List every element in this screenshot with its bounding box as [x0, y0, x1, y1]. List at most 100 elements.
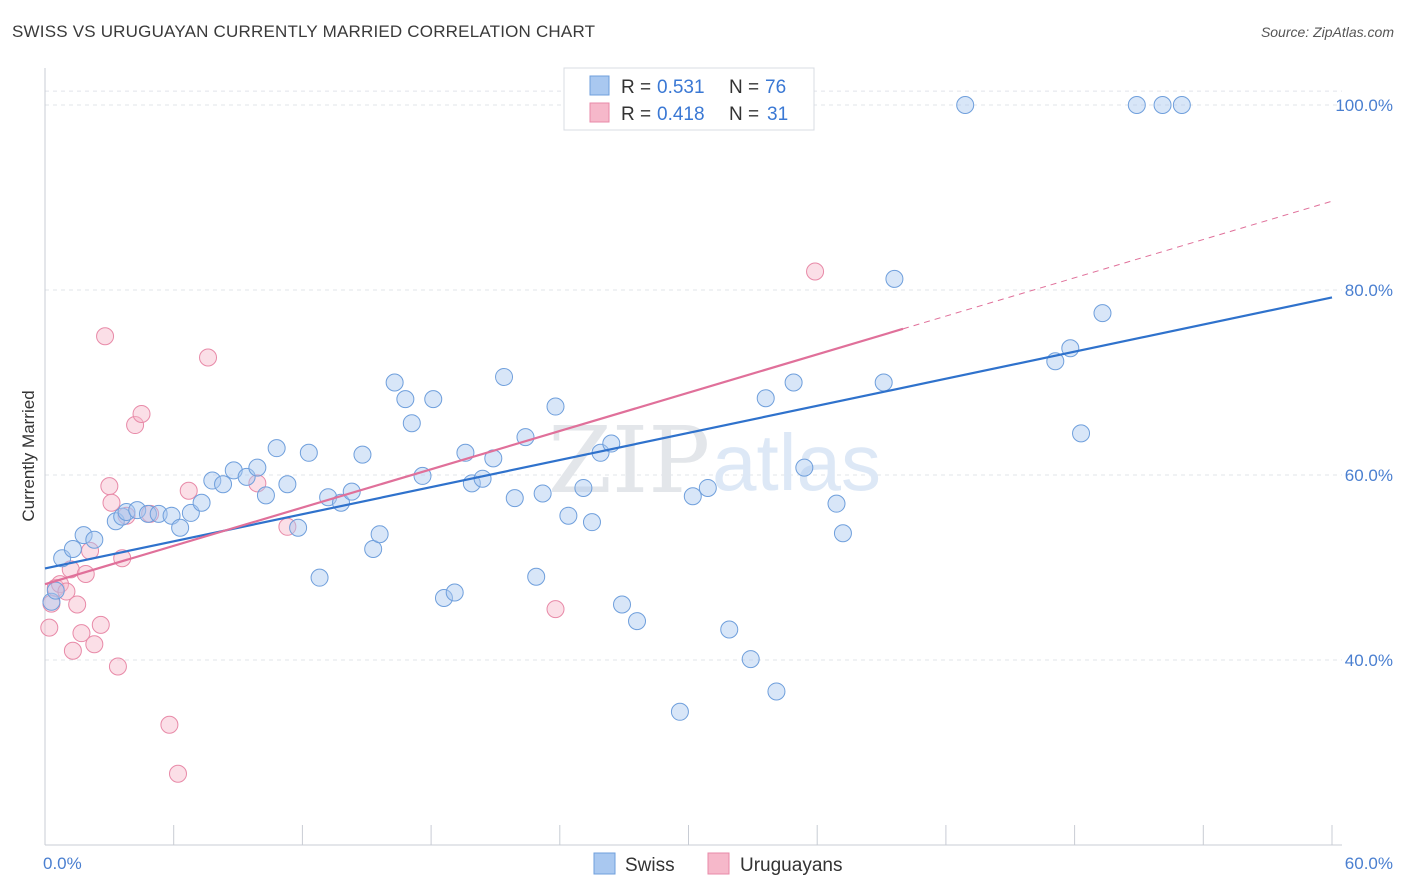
legend-uru-n-label: N = [729, 104, 759, 125]
swiss-point [527, 567, 546, 586]
legend-swiss-n-label: N = [729, 77, 759, 98]
legend-swiss-r-value: 0.531 [657, 77, 705, 98]
legend-uru-r-value: 0.418 [657, 104, 705, 125]
uruguayans-trend-line [44, 327, 904, 586]
uruguayans-point [68, 595, 87, 614]
swiss-point [85, 530, 104, 549]
x-tick-label-min: 0.0% [43, 854, 82, 873]
uruguayans-point [40, 618, 59, 637]
swiss-point [203, 471, 222, 490]
bottom-legend-swatch-uruguayans [707, 852, 730, 875]
legend-swiss-n-value: 76 [765, 77, 786, 98]
legend-swiss-r-label: R = [621, 77, 651, 98]
uruguayans-point [100, 477, 119, 496]
legend: R = 0.531 N = 76 R = 0.418 N = 31 [563, 67, 815, 131]
swiss-point [248, 458, 267, 477]
swiss-points [42, 96, 1191, 721]
swiss-point [533, 484, 552, 503]
swiss-point [833, 524, 852, 543]
x-tick-label-max: 60.0% [1345, 854, 1393, 873]
swiss-point [171, 518, 190, 537]
swiss-point [396, 390, 415, 409]
y-tick-label: 60.0% [1345, 466, 1393, 485]
uruguayans-point [546, 600, 565, 619]
swiss-point [1127, 96, 1146, 114]
swiss-point [138, 504, 157, 523]
uruguayans-point [806, 262, 825, 281]
legend-uru-n-value: 31 [767, 104, 788, 125]
swiss-point [574, 478, 593, 497]
swiss-point [741, 650, 760, 669]
uruguayans-point [102, 493, 121, 512]
uruguayans-point [72, 624, 91, 643]
swiss-point [505, 489, 524, 508]
swiss-point [402, 414, 421, 433]
uruguayans-point [91, 615, 110, 634]
y-axis-label: Currently Married [19, 390, 38, 521]
uruguayans-point [63, 641, 82, 660]
swiss-point [1072, 424, 1091, 443]
axes-layer [44, 68, 1342, 846]
swiss-point [1093, 304, 1112, 323]
source-label: Source: ZipAtlas.com [1260, 24, 1394, 40]
uruguayans-point [96, 327, 115, 346]
swiss-point [370, 525, 389, 544]
swiss-point [582, 513, 601, 532]
swiss-point [74, 526, 93, 545]
uruguayans-point [199, 348, 218, 367]
uruguayans-point [85, 635, 104, 654]
uruguayans-point [160, 715, 179, 734]
swiss-point [46, 581, 65, 600]
chart-title: SWISS VS URUGUAYAN CURRENTLY MARRIED COR… [12, 22, 596, 41]
swiss-point [795, 458, 814, 477]
swiss-point [473, 469, 492, 488]
grid-layer [45, 90, 1342, 661]
bottom-legend-swiss: Swiss [625, 855, 675, 876]
watermark-atlas: atlas [712, 418, 881, 507]
bottom-legend: Swiss Uruguayans [593, 852, 842, 876]
swiss-point [756, 389, 775, 408]
swiss-point [424, 390, 443, 409]
swiss-point [495, 367, 514, 386]
swiss-point [613, 595, 632, 614]
trend-lines [44, 200, 1333, 586]
swiss-point [559, 506, 578, 525]
swiss-point [546, 397, 565, 416]
swiss-point [827, 494, 846, 513]
swiss-point [267, 439, 286, 458]
bottom-legend-uruguayans: Uruguayans [740, 855, 842, 876]
tick-labels: 40.0% 60.0% 80.0% 100.0% 0.0% 60.0% [43, 96, 1393, 873]
uruguayans-point [108, 657, 127, 676]
swiss-point [353, 445, 372, 464]
swiss-point [784, 373, 803, 392]
swiss-point [670, 702, 689, 721]
swiss-point [385, 373, 404, 392]
swiss-point [683, 487, 702, 506]
swiss-point [628, 612, 647, 631]
swiss-point [1172, 96, 1191, 114]
legend-uru-r-label: R = [621, 104, 651, 125]
swiss-point [720, 620, 739, 639]
swiss-point [445, 583, 464, 602]
uruguayans-point [126, 416, 145, 435]
swiss-point [128, 501, 147, 520]
swiss-point [214, 475, 233, 494]
y-tick-label: 80.0% [1345, 281, 1393, 300]
swiss-point [289, 518, 308, 537]
legend-swatch-swiss [589, 75, 610, 96]
legend-swatch-uruguayans [589, 102, 610, 123]
swiss-point [885, 269, 904, 288]
uruguayans-point [132, 404, 151, 423]
swiss-point [698, 478, 717, 497]
swiss-point [278, 475, 297, 494]
swiss-point [956, 96, 975, 114]
y-tick-label: 100.0% [1335, 96, 1393, 115]
swiss-point [192, 493, 211, 512]
swiss-trend-line [44, 296, 1333, 570]
uruguayans-trend-extension [902, 200, 1333, 330]
swiss-point [256, 486, 275, 505]
uruguayans-point [179, 481, 198, 500]
swiss-point [310, 568, 329, 587]
y-tick-label: 40.0% [1345, 651, 1393, 670]
